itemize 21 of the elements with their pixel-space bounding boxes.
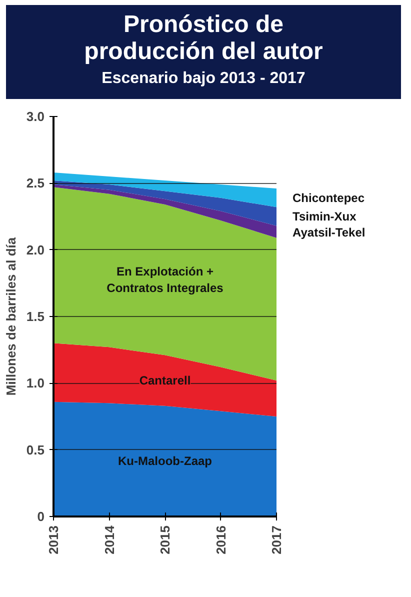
x-tick-label: 2013 <box>46 525 61 554</box>
series-label: Chicontepec <box>292 190 365 205</box>
chart-subtitle: Escenario bajo 2013 - 2017 <box>100 69 306 89</box>
y-tick-label: 3.0 <box>26 108 45 124</box>
x-tick-label: 2014 <box>102 524 117 554</box>
x-tick-label: 2016 <box>213 525 228 554</box>
series-label: Tsimin-Xux <box>292 209 357 224</box>
y-tick-label: 2.0 <box>26 242 45 258</box>
series-label: En Explotación + Contratos Integrales <box>106 264 224 296</box>
y-tick-label: 0 <box>37 508 45 524</box>
series-label: Ku-Maloob-Zaap <box>118 454 212 468</box>
y-tick-label: 0.5 <box>26 442 45 458</box>
chart-title: Pronóstico de producción del autor <box>83 11 324 65</box>
series-label: Ayatsil-Tekel <box>292 225 366 240</box>
y-tick-label: 1.0 <box>26 376 45 391</box>
y-axis-title: Millones de barriles al día <box>3 236 18 396</box>
y-tick-label: 1.5 <box>26 308 45 324</box>
series-label: Cantarell <box>139 373 191 388</box>
y-tick-label: 2.5 <box>26 176 45 191</box>
x-tick-label: 2015 <box>158 525 172 554</box>
x-tick-label: 2017 <box>269 525 284 554</box>
